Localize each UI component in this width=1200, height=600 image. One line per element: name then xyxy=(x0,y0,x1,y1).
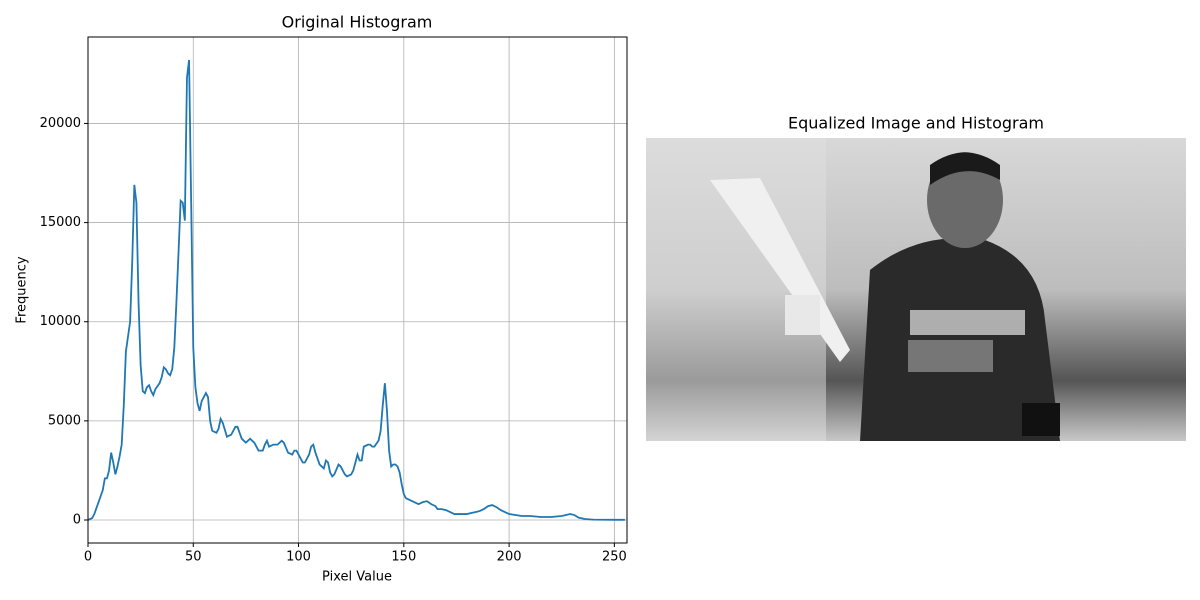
plot-area: 0 50 100 150 200 250 0 5000 10000 15000 20000 xyxy=(40,36,628,565)
glove xyxy=(785,295,820,335)
chart-title: Original Histogram xyxy=(282,13,433,32)
player-head xyxy=(927,152,1003,248)
y-tick-label: 0 xyxy=(73,513,81,528)
y-tick-label: 20000 xyxy=(40,116,81,131)
player-hair xyxy=(930,152,1000,185)
x-tick-label: 150 xyxy=(391,550,416,565)
equalized-image xyxy=(646,138,1186,441)
x-tick-label: 100 xyxy=(286,550,311,565)
y-tick-label: 5000 xyxy=(48,413,81,428)
x-tick-label: 0 xyxy=(84,550,92,565)
x-tick-label: 250 xyxy=(602,550,627,565)
jersey-logo xyxy=(910,310,1025,335)
data-line xyxy=(87,59,625,521)
image-title: Equalized Image and Histogram xyxy=(788,114,1044,133)
y-axis-label: Frequency xyxy=(15,256,30,323)
jersey-text xyxy=(908,340,993,372)
x-tick-label: 200 xyxy=(497,550,522,565)
y-tick-label: 10000 xyxy=(40,314,81,329)
x-axis-label: Pixel Value xyxy=(322,570,392,585)
x-tick-label: 50 xyxy=(185,550,202,565)
player-body xyxy=(860,238,1060,441)
wristband xyxy=(1022,403,1060,436)
y-tick-label: 15000 xyxy=(40,215,81,230)
axes-frame xyxy=(87,36,628,544)
